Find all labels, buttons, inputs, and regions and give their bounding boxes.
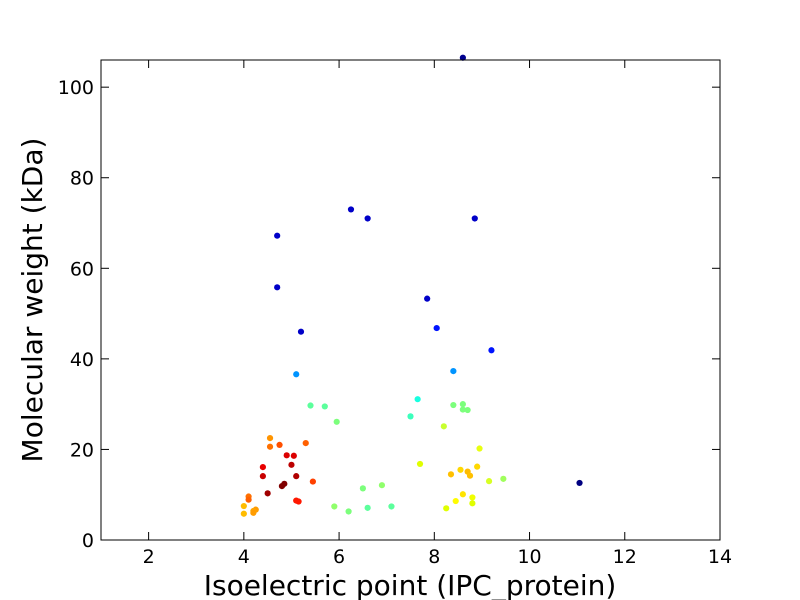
data-point-63 <box>345 508 352 515</box>
data-point-14 <box>321 403 328 410</box>
data-point-5 <box>274 284 281 291</box>
data-point-56 <box>240 502 247 510</box>
data-point-19 <box>407 413 414 420</box>
data-point-26 <box>476 445 483 452</box>
data-points <box>240 54 583 517</box>
y-tick-label-60: 60 <box>70 258 94 280</box>
data-point-33 <box>457 466 464 473</box>
data-point-30 <box>416 460 424 468</box>
y-tick-label-0: 0 <box>82 530 94 552</box>
data-point-2 <box>364 215 371 222</box>
data-point-60 <box>443 505 450 512</box>
data-point-51 <box>245 496 252 503</box>
x-tick-label-8: 8 <box>428 546 440 568</box>
data-point-65 <box>240 510 247 517</box>
x-tick-label-14: 14 <box>708 546 732 568</box>
data-point-28 <box>290 452 297 459</box>
data-point-24 <box>276 441 283 449</box>
y-tick-label-100: 100 <box>58 77 94 99</box>
data-point-32 <box>474 463 481 470</box>
data-point-40 <box>309 478 316 485</box>
data-point-47 <box>264 490 271 497</box>
data-point-18 <box>464 406 471 414</box>
data-point-64 <box>250 509 257 516</box>
data-point-9 <box>488 347 495 354</box>
data-point-42 <box>576 479 583 487</box>
data-point-59 <box>364 504 371 511</box>
data-point-17 <box>459 406 466 413</box>
x-tick-label-2: 2 <box>143 546 155 568</box>
plot-frame <box>100 59 721 541</box>
data-point-39 <box>500 475 507 482</box>
data-point-45 <box>378 482 386 489</box>
data-point-7 <box>433 324 440 332</box>
y-tick-label-40: 40 <box>70 349 94 371</box>
data-point-57 <box>331 503 338 510</box>
data-point-11 <box>293 371 300 378</box>
tick-labels: 2 4 6 8 10 12 14 0 20 40 60 80 100 <box>58 77 732 568</box>
x-tick-label-6: 6 <box>333 546 345 568</box>
data-point-38 <box>293 473 300 480</box>
data-point-22 <box>266 435 274 442</box>
data-point-46 <box>359 485 366 492</box>
data-point-41 <box>485 478 493 485</box>
data-point-0 <box>459 54 466 61</box>
data-point-12 <box>414 396 421 403</box>
data-point-36 <box>466 472 474 479</box>
x-tick-label-12: 12 <box>613 546 637 568</box>
data-point-48 <box>459 491 466 498</box>
data-point-29 <box>288 461 295 468</box>
data-point-6 <box>424 295 431 302</box>
data-point-54 <box>452 497 459 505</box>
data-point-35 <box>447 471 455 478</box>
data-point-10 <box>450 367 457 375</box>
data-point-31 <box>259 463 266 471</box>
data-point-53 <box>295 498 302 505</box>
plot-area <box>101 60 720 540</box>
data-point-49 <box>469 494 476 501</box>
y-tick-label-80: 80 <box>70 168 94 190</box>
y-axis-title: Molecular weight (kDa) <box>16 138 49 463</box>
data-point-55 <box>469 500 476 507</box>
data-point-20 <box>333 418 340 425</box>
data-point-37 <box>259 473 266 480</box>
data-point-3 <box>471 215 478 222</box>
data-point-15 <box>450 401 457 409</box>
x-tick-label-10: 10 <box>517 546 541 568</box>
y-tick-label-20: 20 <box>70 439 94 461</box>
data-point-58 <box>388 503 395 510</box>
data-point-23 <box>302 439 309 447</box>
data-point-27 <box>283 452 290 459</box>
data-point-25 <box>266 443 274 450</box>
data-point-1 <box>347 206 355 213</box>
data-point-16 <box>459 401 466 408</box>
x-axis-title: Isoelectric point (IPC_protein) <box>204 569 617 600</box>
x-tick-label-4: 4 <box>238 546 250 568</box>
data-point-4 <box>274 232 281 239</box>
data-point-8 <box>297 328 305 335</box>
data-point-44 <box>278 483 286 490</box>
data-point-13 <box>307 402 314 409</box>
data-point-21 <box>440 423 447 430</box>
